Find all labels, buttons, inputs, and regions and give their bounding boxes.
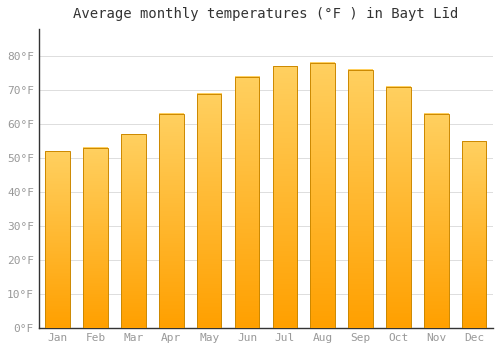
Bar [121,134,146,328]
Bar [310,63,335,328]
Bar [424,114,448,328]
Bar [159,114,184,328]
Title: Average monthly temperatures (°F ) in Bayt Līd: Average monthly temperatures (°F ) in Ba… [74,7,458,21]
Bar [234,77,260,328]
Bar [386,87,410,328]
Bar [197,94,222,328]
Bar [348,70,373,328]
Bar [462,141,486,328]
Bar [272,66,297,328]
Bar [46,152,70,328]
Bar [84,148,108,328]
